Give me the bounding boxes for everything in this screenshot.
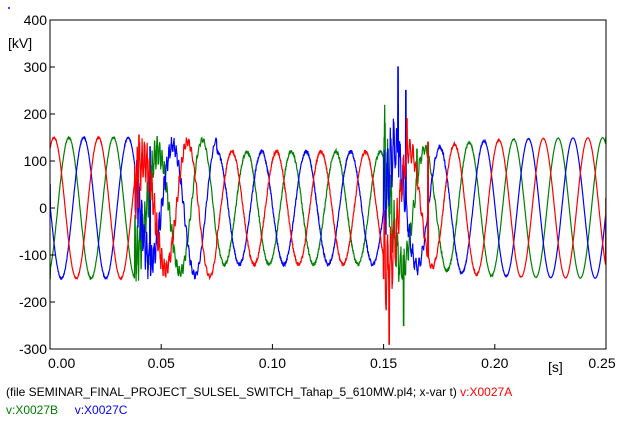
legend-row-1: (file SEMINAR_FINAL_PROJECT_SULSEL_SWITC… (6, 385, 512, 399)
legend-series-b: v:X0027B (6, 403, 59, 417)
legend-series-c: v:X0027C (74, 403, 128, 417)
x-tick-label: 0.05 (148, 355, 175, 371)
waveform-traces (49, 66, 607, 345)
x-tick-label: 0.25 (588, 355, 615, 371)
x-axis: 0.00 0.05 0.10 0.15 0.20 0.25 (48, 344, 616, 371)
y-tick-label: 400 (24, 12, 48, 28)
y-axis-unit: [kV] (8, 35, 32, 51)
y-tick-label: -100 (19, 247, 47, 263)
plot-frame (49, 19, 607, 350)
x-tick-label: 0.00 (48, 355, 75, 371)
file-info-text: (file SEMINAR_FINAL_PROJECT_SULSEL_SWITC… (6, 385, 461, 399)
y-tick-label: 100 (24, 153, 48, 169)
y-axis: 400 300 200 100 0 -100 -200 -300 (19, 12, 55, 357)
x-axis-unit: [s] (548, 359, 563, 375)
x-tick-label: 0.10 (259, 355, 286, 371)
legend-row-2: v:X0027B v:X0027C (6, 403, 127, 417)
corner-marker (8, 7, 10, 9)
x-tick-label: 0.15 (370, 355, 397, 371)
trace-b-line (49, 104, 607, 327)
x-tick-label: 0.20 (481, 355, 508, 371)
y-tick-label: 200 (24, 106, 48, 122)
y-tick-label: 0 (39, 200, 47, 216)
y-tick-label: -300 (19, 341, 47, 357)
y-tick-label: -200 (19, 294, 47, 310)
trace-c-line (49, 66, 607, 281)
trace-a-line (49, 118, 607, 345)
y-tick-label: 300 (24, 59, 48, 75)
legend-series-a: v:X0027A (460, 385, 513, 399)
